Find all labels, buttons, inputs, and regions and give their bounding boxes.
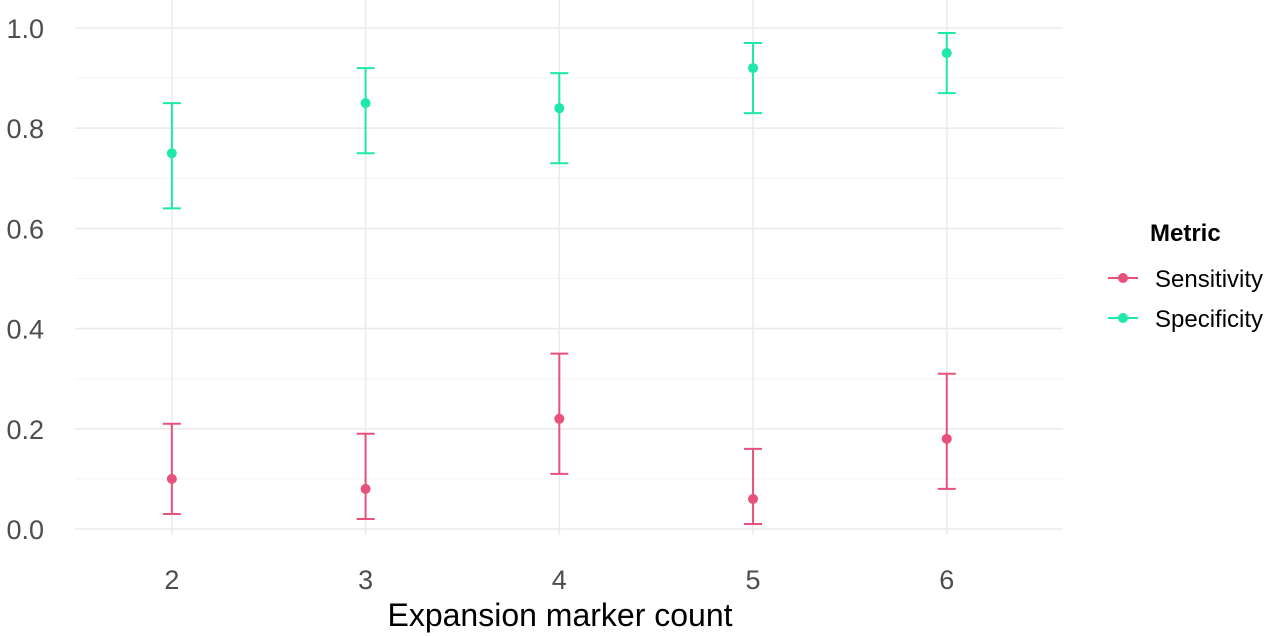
data-point (554, 103, 565, 114)
data-point (166, 148, 177, 159)
y-tick-label: 0.2 (6, 415, 44, 445)
legend-key-point (1118, 273, 1128, 283)
x-tick-label: 4 (552, 565, 567, 595)
x-tick-label: 2 (164, 565, 179, 595)
data-point (360, 98, 371, 109)
legend-item-specificity: Specificity (1108, 306, 1263, 333)
y-tick-label: 0.4 (6, 315, 44, 345)
data-point (748, 63, 759, 74)
legend-title: Metric (1150, 220, 1221, 247)
legend-label: Sensitivity (1155, 266, 1263, 293)
x-tick-label: 5 (746, 565, 761, 595)
y-axis-ticks: 0.0 0.2 0.4 0.6 0.8 1.0 (6, 14, 44, 545)
legend: Metric Sensitivity Specificity (1108, 220, 1263, 333)
series-sensitivity (162, 352, 956, 525)
y-tick-label: 1.0 (6, 14, 44, 44)
legend-item-sensitivity: Sensitivity (1108, 266, 1263, 293)
y-tick-label: 0.0 (6, 515, 44, 545)
data-point (748, 493, 759, 504)
data-point (360, 483, 371, 494)
legend-key-point (1118, 313, 1128, 323)
y-tick-label: 0.6 (6, 214, 44, 244)
x-axis-title: Expansion marker count (387, 597, 732, 633)
y-tick-label: 0.8 (6, 114, 44, 144)
series-specificity (162, 32, 956, 210)
legend-label: Specificity (1155, 306, 1263, 333)
grid (75, 0, 1063, 535)
data-point (554, 413, 565, 424)
x-tick-label: 3 (358, 565, 373, 595)
x-axis-ticks: 2 3 4 5 6 (164, 565, 954, 595)
data-point (166, 473, 177, 484)
data-point (941, 48, 952, 59)
data-point (941, 433, 952, 444)
x-tick-label: 6 (939, 565, 954, 595)
series-layer (162, 32, 956, 525)
